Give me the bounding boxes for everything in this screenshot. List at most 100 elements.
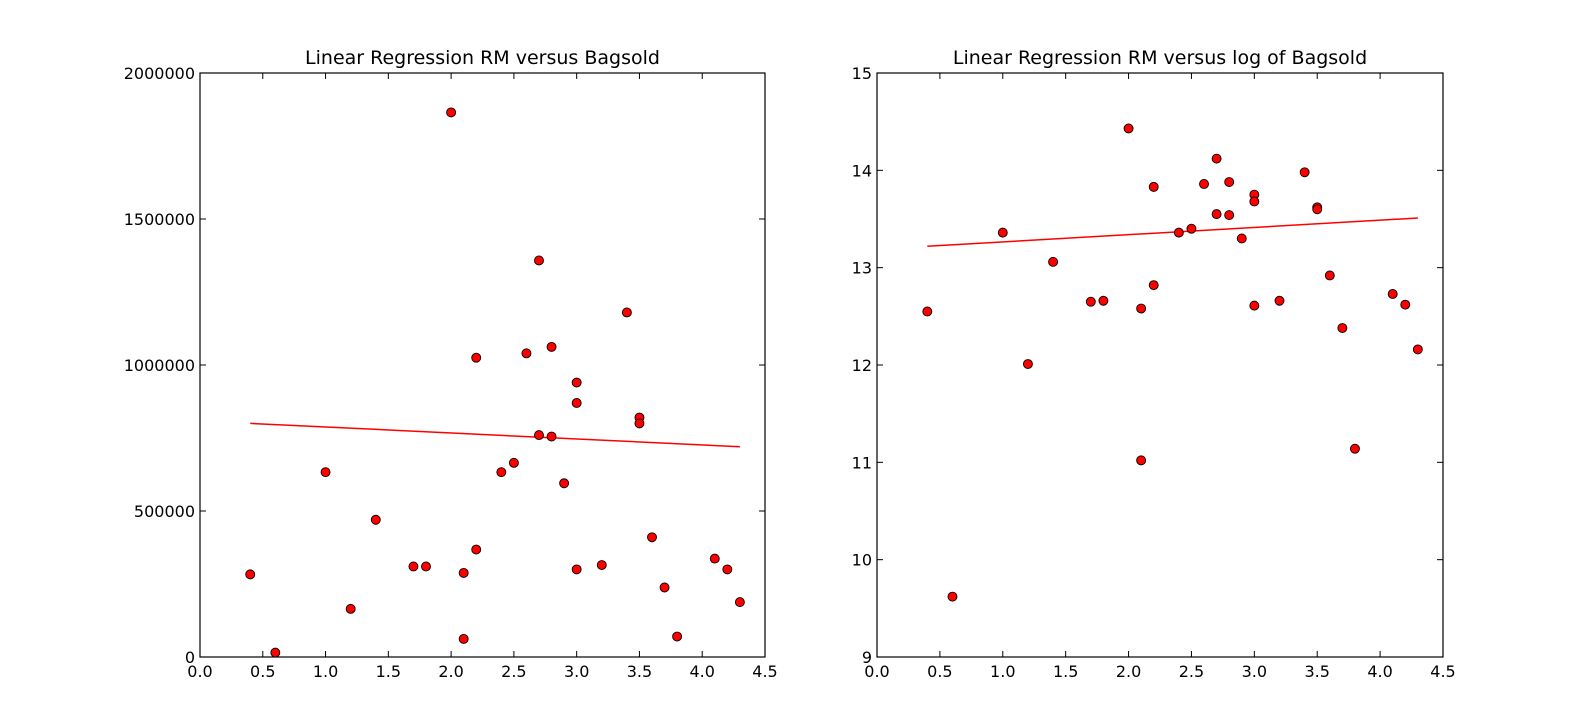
y-tick-label: 500000 (134, 502, 195, 521)
x-tick-label: 3.5 (1304, 662, 1329, 681)
data-point (546, 431, 557, 442)
x-tick-label: 4.5 (752, 662, 777, 681)
y-tick-label: 1500000 (124, 210, 195, 229)
y-tick-label: 2000000 (124, 64, 195, 83)
data-point (922, 306, 933, 317)
data-point (647, 532, 657, 543)
data-point (421, 561, 431, 572)
data-point (1224, 210, 1235, 221)
x-tick-label: 3.5 (627, 662, 652, 681)
data-point (270, 647, 281, 658)
data-point (1236, 233, 1247, 244)
data-point (1274, 295, 1285, 306)
data-point (596, 560, 607, 570)
data-point (997, 227, 1008, 238)
left-scatter-plot: Linear Regression RM versus Bagsold 0.0 0.… (124, 47, 778, 681)
data-point (1186, 223, 1197, 234)
data-point (1249, 196, 1260, 207)
x-tick-label: 2.0 (438, 662, 463, 681)
data-point (1148, 280, 1159, 291)
data-point (1136, 303, 1147, 314)
data-point (1148, 181, 1159, 192)
data-point (1387, 288, 1398, 299)
data-point (559, 478, 570, 489)
data-point (370, 514, 381, 525)
data-point (571, 398, 582, 408)
data-point (1199, 179, 1209, 189)
data-point (947, 591, 958, 602)
x-tick-label: 1.5 (376, 662, 401, 681)
data-point (1249, 300, 1260, 311)
x-tick-label: 4.0 (689, 662, 714, 681)
data-point (621, 307, 632, 318)
data-point (1400, 299, 1411, 310)
x-tick-label: 0.0 (187, 662, 212, 681)
x-tick-label: 2.5 (1179, 662, 1204, 681)
chart-title: Linear Regression RM versus Bagsold (305, 47, 660, 69)
data-point (672, 631, 683, 642)
y-tick-label: 1000000 (124, 356, 195, 375)
data-point (1412, 344, 1423, 355)
x-tick-label: 2.5 (501, 662, 526, 681)
data-point (1022, 359, 1033, 369)
y-tick-label: 10 (852, 551, 872, 570)
x-tick-label: 1.0 (313, 662, 338, 681)
data-point (1337, 323, 1348, 333)
data-point (1211, 153, 1222, 164)
data-point (659, 582, 670, 593)
data-point (1098, 295, 1109, 306)
right-scatter-plot: Linear Regression RM versus log of Bagso… (852, 47, 1456, 681)
x-tick-label: 4.0 (1367, 662, 1392, 681)
x-tick-label: 0.0 (864, 662, 889, 681)
x-tick-label: 3.0 (564, 662, 589, 681)
y-tick-label: 0 (185, 648, 195, 667)
data-point (521, 348, 532, 359)
data-point (709, 553, 720, 564)
data-point (1085, 296, 1096, 307)
data-point (546, 341, 557, 352)
data-point (508, 457, 519, 468)
data-point (408, 561, 419, 572)
y-tick-label: 12 (852, 356, 872, 375)
data-point (534, 430, 544, 441)
data-point (446, 107, 457, 118)
y-tick-label: 13 (852, 259, 872, 278)
data-point (245, 569, 256, 580)
data-point (1299, 167, 1310, 178)
x-tick-label: 3.0 (1242, 662, 1267, 681)
data-point (1224, 177, 1235, 187)
data-point (471, 352, 482, 363)
x-tick-label: 4.5 (1430, 662, 1455, 681)
y-tick-label: 14 (852, 161, 872, 180)
y-tick-label: 11 (852, 453, 872, 472)
regression-line (927, 217, 1418, 248)
data-point (734, 597, 745, 608)
data-point (1350, 443, 1360, 454)
y-tick-label: 15 (852, 64, 872, 83)
plot-frame (876, 72, 1444, 658)
data-point (1048, 256, 1059, 267)
data-point (1173, 227, 1184, 238)
data-point (496, 467, 507, 478)
data-point (345, 603, 356, 614)
x-tick-label: 0.5 (927, 662, 952, 681)
data-point (1324, 270, 1335, 281)
x-tick-label: 2.0 (1116, 662, 1141, 681)
x-tick-label: 1.0 (990, 662, 1015, 681)
data-point (722, 564, 733, 575)
data-point (571, 377, 582, 388)
data-point (1123, 123, 1134, 134)
data-point (1136, 455, 1147, 466)
regression-line (250, 422, 740, 448)
data-point (458, 633, 469, 644)
x-tick-label: 0.5 (250, 662, 275, 681)
data-point (458, 567, 469, 578)
data-point (1312, 204, 1323, 215)
data-point (534, 255, 544, 266)
data-point (1211, 209, 1222, 220)
chart-title: Linear Regression RM versus log of Bagso… (953, 47, 1367, 69)
data-point (571, 564, 582, 575)
data-point (634, 418, 645, 429)
plot-frame (199, 72, 766, 658)
y-tick-label: 9 (862, 648, 872, 667)
